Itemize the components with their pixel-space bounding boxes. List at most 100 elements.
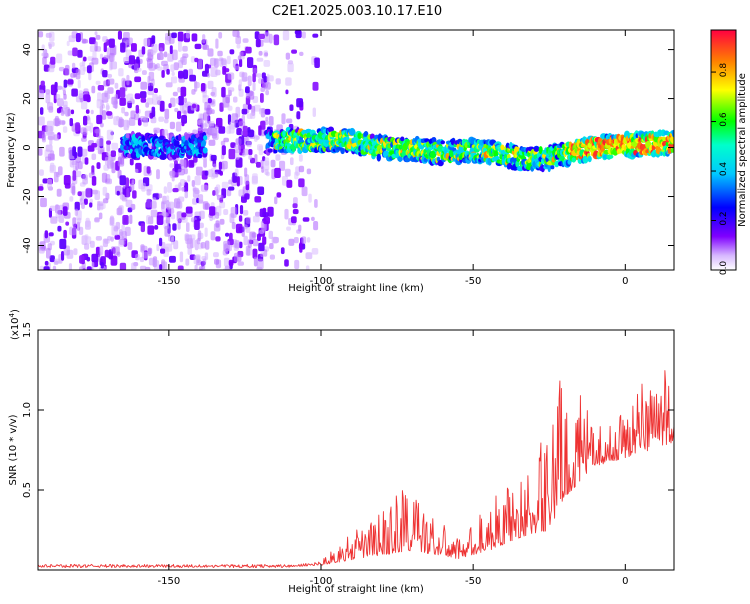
spectrogram-ytick-label: 0 bbox=[22, 144, 33, 150]
noise-cell bbox=[44, 230, 48, 239]
noise-cell bbox=[100, 262, 104, 269]
noise-cell bbox=[45, 93, 51, 104]
noise-cell bbox=[67, 79, 74, 85]
noise-cell bbox=[299, 51, 304, 56]
noise-cell bbox=[209, 206, 216, 216]
noise-cell bbox=[119, 116, 123, 128]
noise-cell bbox=[257, 233, 261, 241]
noise-cell bbox=[56, 107, 61, 114]
ridge-cell bbox=[515, 160, 520, 168]
noise-cell bbox=[258, 33, 265, 39]
noise-cell bbox=[175, 97, 180, 104]
noise-cell bbox=[91, 85, 96, 94]
noise-cell bbox=[177, 110, 182, 120]
noise-cell bbox=[221, 181, 229, 189]
noise-cell bbox=[222, 66, 227, 75]
noise-cell bbox=[291, 216, 297, 224]
noise-cell bbox=[225, 232, 230, 237]
noise-cell bbox=[236, 176, 240, 187]
noise-cell bbox=[287, 62, 294, 73]
noise-cell bbox=[129, 214, 133, 224]
noise-cell bbox=[285, 77, 292, 86]
noise-cell bbox=[211, 170, 216, 180]
ridge-cell bbox=[429, 150, 437, 159]
snr-ytick-label: 1.5 bbox=[22, 322, 33, 338]
ridge-cell bbox=[202, 147, 208, 154]
noise-cell bbox=[65, 221, 70, 226]
noise-cell bbox=[119, 175, 126, 186]
noise-cell bbox=[71, 88, 78, 97]
noise-cell bbox=[91, 165, 95, 175]
noise-cell bbox=[47, 102, 54, 111]
ridge-cell bbox=[327, 126, 334, 133]
noise-cell bbox=[167, 182, 172, 193]
snr-frame bbox=[37, 329, 675, 571]
noise-cell bbox=[110, 159, 114, 168]
noise-cell bbox=[282, 30, 290, 41]
ridge-cell bbox=[606, 154, 614, 159]
noise-cell bbox=[84, 243, 90, 250]
noise-cell bbox=[242, 38, 249, 43]
noise-cell bbox=[38, 248, 45, 254]
noise-cell bbox=[248, 91, 255, 100]
noise-cell bbox=[91, 153, 97, 160]
noise-cell bbox=[202, 201, 209, 210]
noise-cell bbox=[38, 186, 44, 191]
noise-cell bbox=[102, 70, 108, 78]
noise-cell bbox=[146, 198, 151, 208]
noise-cell bbox=[171, 32, 177, 39]
noise-cell bbox=[116, 115, 120, 122]
noise-cell bbox=[195, 254, 201, 261]
noise-cell bbox=[195, 259, 202, 266]
noise-cell bbox=[131, 262, 137, 270]
noise-cell bbox=[152, 197, 157, 205]
noise-cell bbox=[120, 42, 126, 53]
noise-cell bbox=[61, 251, 65, 261]
noise-cell bbox=[70, 109, 75, 115]
noise-cell bbox=[179, 251, 184, 263]
noise-cell bbox=[68, 263, 72, 270]
noise-cell bbox=[235, 223, 243, 234]
noise-cell bbox=[201, 260, 206, 269]
ridge-cell bbox=[500, 144, 505, 151]
noise-cell bbox=[247, 57, 254, 68]
noise-cell bbox=[258, 78, 265, 84]
noise-cell bbox=[39, 169, 44, 176]
noise-cell bbox=[299, 242, 303, 253]
noise-cell bbox=[80, 127, 87, 135]
noise-cell bbox=[125, 39, 130, 46]
noise-cell bbox=[38, 116, 45, 126]
noise-cell bbox=[248, 149, 253, 156]
noise-cell bbox=[77, 161, 83, 170]
snr-multiplier-close: ) bbox=[10, 309, 21, 313]
noise-cell bbox=[178, 95, 184, 106]
noise-cell bbox=[63, 93, 67, 100]
noise-cell bbox=[222, 249, 228, 256]
noise-cell bbox=[205, 240, 210, 250]
ridge-cell bbox=[357, 132, 363, 139]
noise-cell bbox=[251, 175, 258, 185]
noise-cell bbox=[218, 161, 222, 170]
noise-cell bbox=[181, 212, 187, 218]
noise-cell bbox=[181, 115, 187, 124]
ridge-cell bbox=[571, 157, 576, 163]
noise-cell bbox=[68, 35, 76, 43]
noise-cell bbox=[237, 261, 244, 266]
ridge-cell bbox=[400, 136, 405, 142]
noise-cell bbox=[152, 94, 158, 105]
ridge-cell bbox=[158, 135, 165, 140]
spectrogram-panel: -150 -100 -50 0 -40 -20 0 20 40 Height of straig… bbox=[6, 29, 675, 294]
noise-cell bbox=[286, 226, 291, 231]
noise-cell bbox=[143, 38, 150, 47]
noise-cell bbox=[129, 182, 135, 191]
noise-cell bbox=[229, 121, 236, 130]
noise-cell bbox=[227, 72, 235, 80]
snr-multiplier: (x104) bbox=[8, 309, 21, 340]
noise-cell bbox=[202, 34, 206, 44]
noise-cell bbox=[231, 113, 239, 124]
noise-cell bbox=[241, 114, 245, 124]
noise-cell bbox=[252, 248, 258, 259]
noise-cell bbox=[249, 112, 256, 119]
ridge-cell bbox=[671, 129, 674, 138]
noise-cell bbox=[161, 201, 165, 210]
